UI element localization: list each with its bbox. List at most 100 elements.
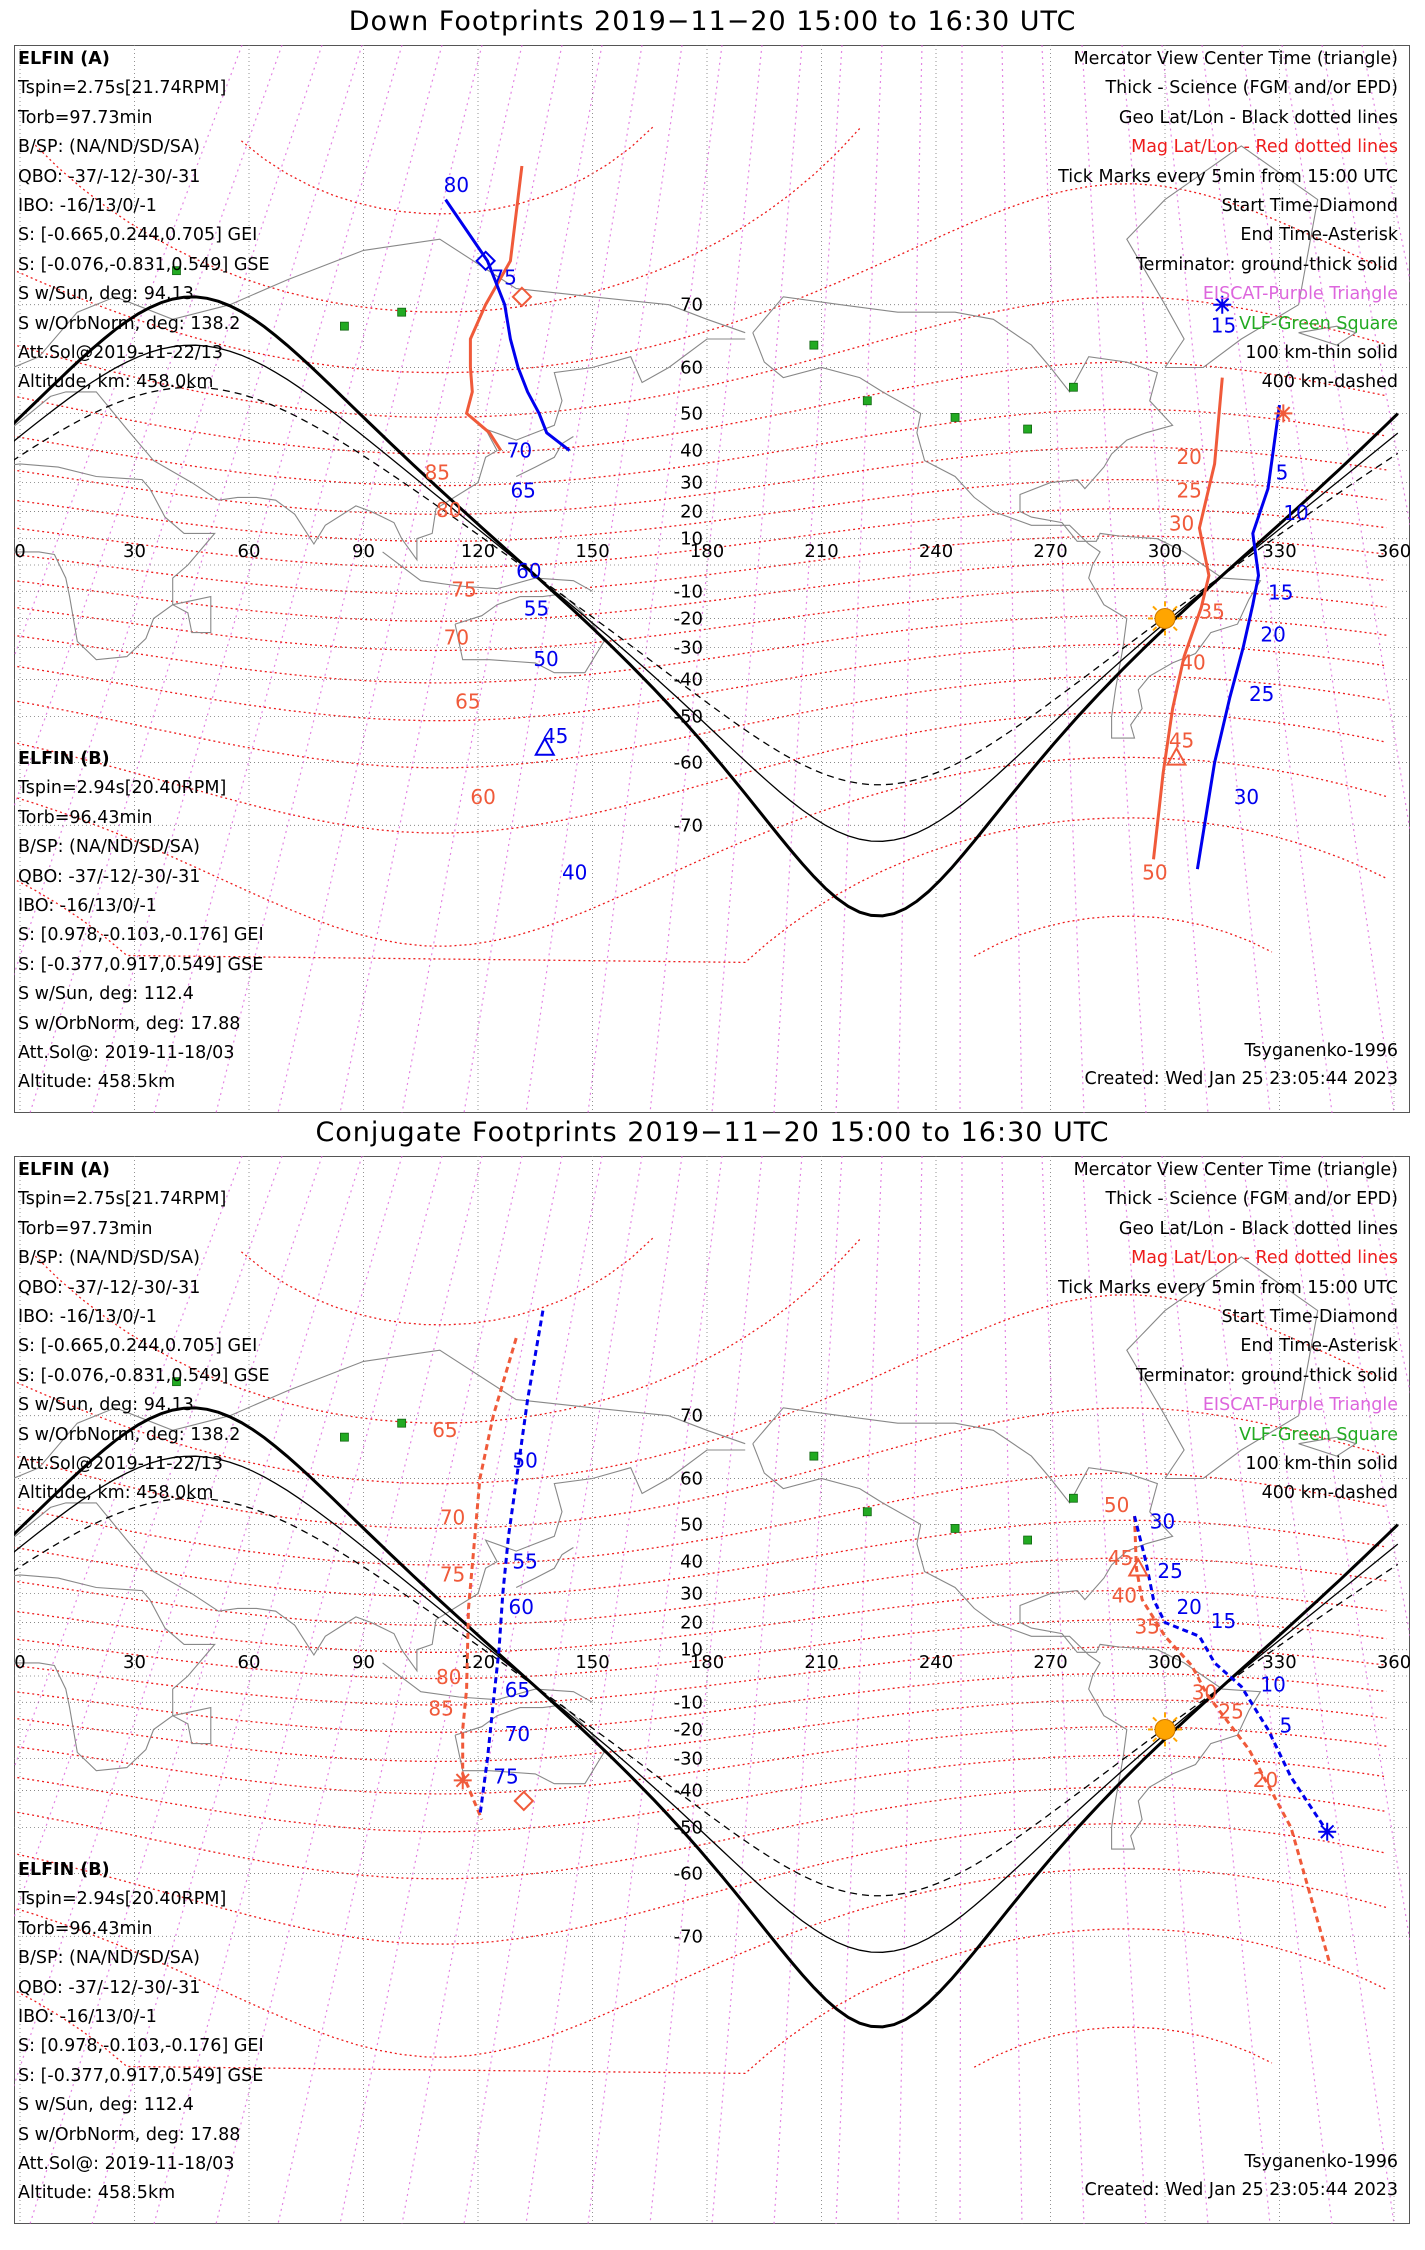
elfin-a-tick-label: 70	[505, 1722, 530, 1746]
elfin-b-line: IBO: -16/13/0/-1	[18, 896, 157, 917]
lon-tick-label: 270	[1033, 541, 1067, 562]
lat-tick-label: -60	[674, 753, 703, 774]
elfin-a-line: S w/Sun, deg: 94.13	[18, 1395, 194, 1416]
lon-tick-label: 360	[1377, 1652, 1410, 1673]
legend-item: EISCAT-Purple Triangle	[1202, 1395, 1398, 1416]
coastline	[14, 1574, 216, 1772]
lat-tick-label: 60	[680, 357, 703, 378]
coastline	[14, 1349, 746, 1479]
mag-lat-line	[240, 125, 655, 215]
lat-tick-label: 60	[680, 1468, 703, 1489]
coastline	[172, 595, 212, 634]
elfin-b-tick-label: 85	[425, 461, 450, 485]
mag-lon-line	[401, 1156, 603, 2224]
elfin-b-tick-label: 50	[1142, 861, 1167, 885]
elfin-b-center-triangle	[1127, 1557, 1149, 1577]
elfin-a-tick-label: 55	[524, 597, 549, 621]
mag-lat-line	[14, 1557, 1387, 1626]
elfin-a-line: Altitude, km: 458.0km	[18, 1483, 214, 1504]
coastline	[14, 338, 746, 562]
vlf-square	[340, 1432, 349, 1442]
mag-lat-line	[14, 1822, 1387, 1945]
created-label: Created: Wed Jan 25 23:05:44 2023	[1084, 2180, 1399, 2200]
elfin-a-tick-label: 60	[516, 559, 541, 583]
coastline	[172, 1706, 212, 1745]
top-title: Down Footprints 2019−11−20 15:00 to 16:3…	[348, 6, 1077, 37]
elfin-a-tick-label: 10	[1283, 501, 1308, 525]
elfin-a-tick-label: 30	[1234, 785, 1259, 809]
lat-tick-label: 10	[680, 1640, 703, 1661]
lon-tick-label: 90	[352, 541, 375, 562]
legend-item: 100 km-thin solid	[1245, 343, 1398, 364]
elfin-a-line: Tspin=2.75s[21.74RPM]	[18, 1189, 227, 1210]
lon-tick-label: 30	[123, 1652, 146, 1673]
mag-lon-line	[1321, 45, 1410, 528]
mag-lon-line	[959, 1156, 963, 2224]
mag-lat-line	[14, 478, 1387, 542]
mag-lat-line	[973, 915, 1273, 957]
mag-lat-line	[14, 408, 1387, 487]
elfin-b-line: Att.Sol@: 2019-11-18/03	[18, 2154, 235, 2175]
mag-lon-line	[1321, 1156, 1410, 1639]
mag-lon-line	[29, 1156, 363, 2224]
mag-lon-line	[711, 45, 803, 1113]
elfin-b-line: B/SP: (NA/ND/SD/SA)	[18, 1948, 200, 1969]
mag-lat-line	[14, 1619, 1387, 1680]
sun-ray	[1152, 605, 1158, 611]
legend-item: Tick Marks every 5min from 15:00 UTC	[1058, 166, 1398, 187]
sun-icon	[1154, 607, 1176, 629]
mag-lat-line	[14, 1726, 1387, 1795]
elfin-b-track-1	[461, 1337, 518, 1821]
mag-lon-line	[153, 1156, 443, 2224]
elfin-a-start-diamond	[475, 250, 497, 272]
coastline	[14, 1449, 746, 1673]
coastline	[1126, 145, 1319, 369]
mag-lon-line	[1081, 45, 1147, 1113]
elfin-b-line: S: [-0.377,0.917,0.549] GSE	[18, 954, 264, 975]
elfin-a-tick-label: 50	[533, 647, 558, 671]
elfin-a-tick-label: 55	[512, 1549, 537, 1573]
mag-lat-line	[973, 2026, 1273, 2068]
legend-item: End Time-Asterisk	[1240, 1336, 1398, 1357]
terminator-400km	[14, 1497, 1399, 1897]
mag-lat-line	[14, 711, 1387, 834]
mag-lon-line	[1041, 45, 1085, 1113]
vlf-square	[809, 1451, 819, 1461]
elfin-a-tick-label: 70	[507, 438, 532, 462]
lon-tick-label: 150	[575, 541, 609, 562]
elfin-a-name: ELFIN (A)	[18, 49, 110, 69]
mag-lon-line	[1041, 1156, 1085, 2224]
elfin-b-tick-label: 45	[1169, 729, 1194, 753]
coastline	[1298, 1436, 1358, 1457]
mag-lon-line	[1281, 1156, 1410, 1946]
mag-lon-line	[1001, 45, 1023, 1113]
mag-lon-line	[1361, 1156, 1410, 1395]
lat-tick-label: -30	[674, 1748, 703, 1769]
elfin-b-track-2	[1133, 1516, 1331, 1962]
vlf-square	[950, 413, 960, 422]
mag-lon-line	[277, 45, 523, 1113]
elfin-b-line: S w/Sun, deg: 112.4	[18, 984, 194, 1005]
elfin-b-line: B/SP: (NA/ND/SD/SA)	[18, 837, 200, 858]
elfin-b-tick-label: 80	[436, 498, 461, 522]
legend-item: 400 km-dashed	[1261, 372, 1398, 393]
mag-lat-line	[14, 1589, 1387, 1653]
lat-tick-label: 50	[680, 1514, 703, 1535]
elfin-a-tick-label: 45	[543, 724, 568, 748]
elfin-b-tick-label: 30	[1192, 1681, 1217, 1705]
elfin-a-line: IBO: -16/13/0/-1	[18, 196, 157, 217]
lon-tick-label: 90	[352, 1652, 375, 1673]
lat-tick-label: -20	[674, 608, 703, 629]
mag-lat-line	[14, 1928, 1387, 2075]
mag-lat-line	[14, 1519, 1387, 1598]
elfin-a-line: Att.Sol@2019-11-22/13	[18, 1454, 223, 1475]
lon-tick-label: 30	[123, 541, 146, 562]
elfin-b-line: S: [-0.377,0.917,0.549] GSE	[18, 2065, 264, 2086]
elfin-b-tick-label: 20	[1176, 445, 1201, 469]
sun-ray	[1172, 1716, 1178, 1722]
sun-ray	[1172, 605, 1178, 611]
elfin-a-tick-label: 75	[493, 1765, 518, 1789]
elfin-b-end-asterisk	[1274, 404, 1293, 423]
sun-ray	[1152, 1716, 1158, 1722]
legend-item: Mag Lat/Lon - Red dotted lines	[1131, 1248, 1398, 1269]
